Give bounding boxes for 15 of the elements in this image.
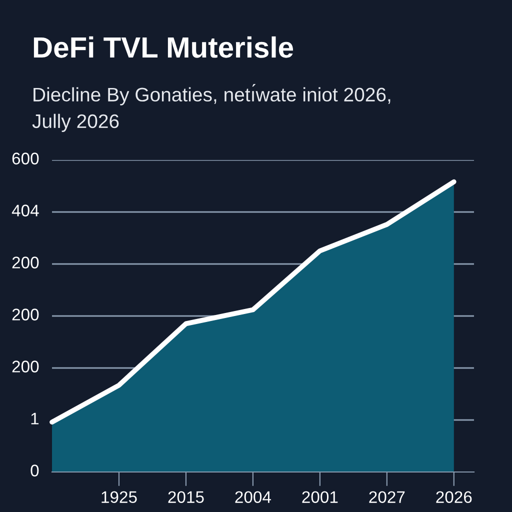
chart-title: DeFi TVL Muterisle [34,36,294,58]
x-tick-label: 2015 [168,491,204,503]
x-tick-label: 2004 [235,491,272,503]
x-tick-label: 2001 [302,491,338,503]
text: 1 [31,412,39,424]
text: 200 [12,308,39,320]
x-tick-label: 2026 [436,491,472,503]
x-tick-label: 2027 [369,491,405,503]
text: 404 [12,204,39,216]
text: 600 [12,152,39,164]
text: 200 [12,256,39,268]
chart-subtitle: Diecline By Gonaties, netı́wate iniot 2026, Jully 2026 [32,84,390,132]
text: 200 [12,360,39,372]
x-tick-label: 1925 [102,491,137,503]
text: 0 [30,464,39,476]
